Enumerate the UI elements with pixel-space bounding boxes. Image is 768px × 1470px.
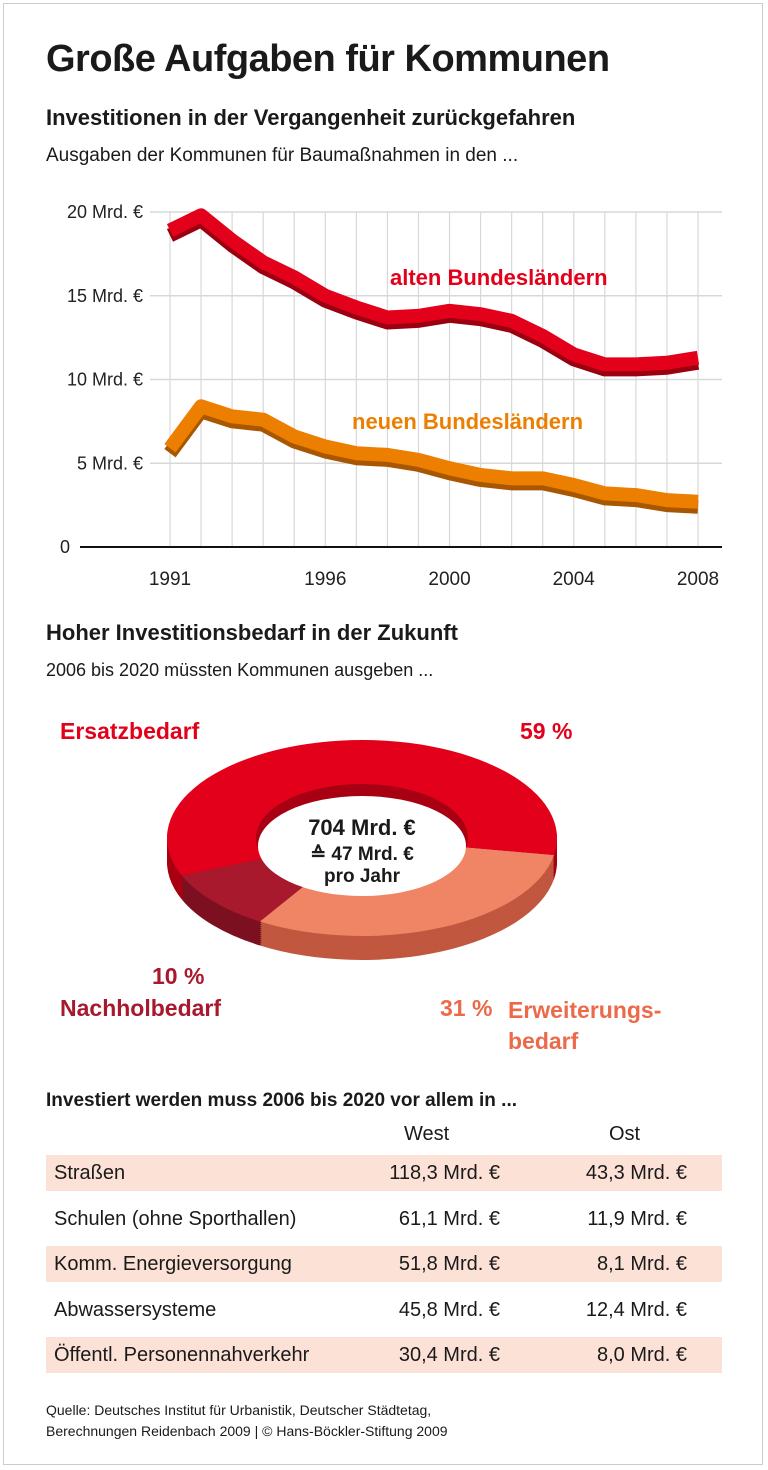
source-line: Quelle: Deutsches Institut für Urbanisti… xyxy=(46,1402,432,1418)
row-label: Öffentl. Personennahverkehr xyxy=(54,1344,310,1366)
slice-ersatzbedarf xyxy=(167,740,558,876)
x-tick-label: 2000 xyxy=(428,569,470,590)
value-ost: 8,0 Mrd. € xyxy=(596,1344,687,1366)
value-ost: 43,3 Mrd. € xyxy=(585,1162,687,1184)
slice-value-ersatzbedarf: 59 % xyxy=(520,718,573,744)
row-label: Komm. Energieversorgung xyxy=(54,1253,292,1275)
table-row: Schulen (ohne Sporthallen) 61,1 Mrd. € 11,… xyxy=(46,1201,722,1237)
slice-label-nachholbedarf: Nachholbedarf xyxy=(60,995,222,1021)
y-tick-label: 15 Mrd. € xyxy=(67,286,143,306)
donut-total: 704 Mrd. € xyxy=(308,815,416,840)
x-tick-label: 1996 xyxy=(304,569,346,590)
donut-center-text: 704 Mrd. € ≙ 47 Mrd. € pro Jahr xyxy=(262,815,462,888)
value-ost: 8,1 Mrd. € xyxy=(596,1253,687,1275)
donut-per-year: ≙ 47 Mrd. € xyxy=(310,844,414,865)
section-heading-past: Investitionen in der Vergangenheit zurüc… xyxy=(46,105,576,130)
value-west: 45,8 Mrd. € xyxy=(398,1298,500,1321)
value-ost: 11,9 Mrd. € xyxy=(587,1207,687,1230)
x-tick-label: 1991 xyxy=(149,569,191,590)
column-header-ost: Ost xyxy=(609,1123,641,1145)
table-row: Abwassersysteme 45,8 Mrd. € 12,4 Mrd. € xyxy=(46,1292,722,1328)
value-west: 118,3 Mrd. € xyxy=(389,1162,500,1184)
series-line xyxy=(164,399,699,509)
row-label: Straßen xyxy=(54,1162,126,1184)
slice-label-ersatzbedarf: Ersatzbedarf xyxy=(60,718,200,744)
y-tick-label: 10 Mrd. € xyxy=(67,370,143,390)
row-label: Abwassersysteme xyxy=(54,1298,217,1321)
slice-value-nachholbedarf: 10 % xyxy=(152,963,205,989)
slice-label-line: bedarf xyxy=(508,1028,579,1054)
series-label: neuen Bundesländern xyxy=(352,409,583,434)
slice-label-line: Erweiterungs- xyxy=(508,997,662,1023)
table-title: Investiert werden muss 2006 bis 2020 vor… xyxy=(46,1090,518,1111)
table-row: Straßen 118,3 Mrd. € 43,3 Mrd. € xyxy=(46,1155,722,1191)
table-row: Öffentl. Personennahverkehr 30,4 Mrd. € 8,… xyxy=(46,1337,722,1373)
row-label: Schulen (ohne Sporthallen) xyxy=(54,1207,297,1230)
series-line xyxy=(166,208,700,372)
table-row: Komm. Energieversorgung 51,8 Mrd. € 8,1 Mr… xyxy=(46,1246,722,1282)
slice-label-erweiterungsbedarf: Erweiterungs- bedarf xyxy=(508,995,661,1057)
donut-per-year-unit: pro Jahr xyxy=(323,866,401,887)
column-header-west: West xyxy=(404,1123,450,1145)
slice-value-erweiterungsbedarf: 31 % xyxy=(440,995,493,1021)
section-subheading-past: Ausgaben der Kommunen für Baumaßnahmen i… xyxy=(46,145,519,166)
value-ost: 12,4 Mrd. € xyxy=(585,1298,687,1321)
donut-hole xyxy=(258,796,466,896)
section-subheading-future: 2006 bis 2020 müssten Kommunen ausgeben … xyxy=(46,660,434,680)
source-note: Quelle: Deutsches Institut für Urbanisti… xyxy=(46,1400,448,1442)
x-tick-label: 2004 xyxy=(553,569,596,590)
value-west: 61,1 Mrd. € xyxy=(398,1207,500,1230)
slice-erweiterungsbedarf xyxy=(259,847,555,936)
series-label: alten Bundesländern xyxy=(390,265,608,290)
infographic-frame xyxy=(3,3,763,1465)
x-tick-label: 2008 xyxy=(677,569,719,590)
line-chart: 0 5 Mrd. € 10 Mrd. € 15 Mrd. € 20 Mrd. € 1991… xyxy=(60,202,722,590)
value-west: 30,4 Mrd. € xyxy=(398,1344,500,1366)
slice-nachholbedarf xyxy=(181,858,307,922)
section-heading-future: Hoher Investitionsbedarf in der Zukunft xyxy=(46,620,458,645)
source-line: Berechnungen Reidenbach 2009 | © Hans-Bö… xyxy=(46,1423,448,1439)
y-tick-label: 0 xyxy=(60,537,70,557)
y-tick-label: 20 Mrd. € xyxy=(67,202,143,222)
value-west: 51,8 Mrd. € xyxy=(398,1253,500,1275)
y-tick-label: 5 Mrd. € xyxy=(77,453,143,473)
page-title: Große Aufgaben für Kommunen xyxy=(46,38,610,80)
